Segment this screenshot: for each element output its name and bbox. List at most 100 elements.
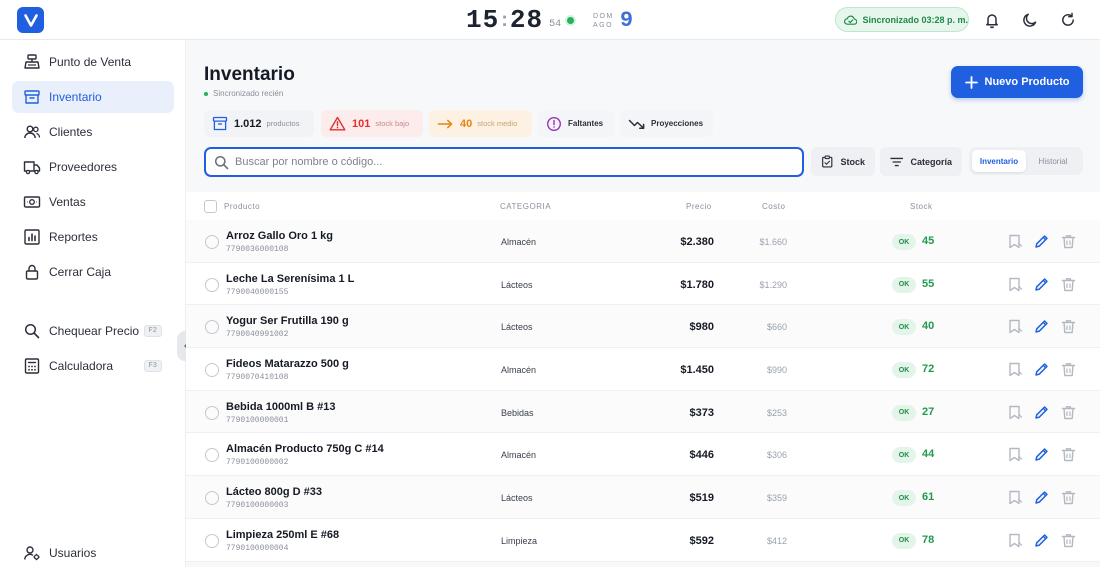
sidebar-item-clientes[interactable]: Clientes xyxy=(12,116,174,148)
search-icon xyxy=(214,155,229,169)
row-select-radio[interactable] xyxy=(205,277,219,292)
stock-status-badge: OK xyxy=(892,404,916,421)
stat-medium-stock[interactable]: 40 stock medio xyxy=(429,110,532,137)
trending-down-icon xyxy=(628,119,645,129)
row-select-radio[interactable] xyxy=(205,363,219,378)
sidebar-item-ventas[interactable]: Ventas xyxy=(12,186,174,218)
sidebar-item-punto-de-venta[interactable]: Punto de Venta xyxy=(12,46,174,78)
row-select-radio[interactable] xyxy=(205,405,219,420)
sync-status-text: Sincronizado 03:28 p. m. xyxy=(862,14,968,25)
stock-status-badge: OK xyxy=(892,319,916,336)
column-category[interactable]: CATEGORIA xyxy=(500,202,552,211)
trash-icon[interactable] xyxy=(1060,489,1077,506)
stat-missing[interactable]: Faltantes xyxy=(538,110,614,137)
sidebar-item-chequear-precio[interactable]: Chequear Precio F2 xyxy=(12,315,174,347)
new-product-button[interactable]: Nuevo Producto xyxy=(951,66,1083,98)
pencil-icon[interactable] xyxy=(1033,318,1050,335)
app-logo[interactable] xyxy=(17,7,44,33)
refresh-icon[interactable] xyxy=(1059,11,1077,29)
product-cost: $306 xyxy=(766,450,787,461)
category-filter-button[interactable]: Categoría xyxy=(880,147,962,176)
sidebar-item-usuarios[interactable]: Usuarios xyxy=(12,537,174,567)
bell-icon[interactable] xyxy=(983,11,1001,29)
stock-filter-button[interactable]: Stock xyxy=(811,147,875,176)
table-row[interactable]: Almacén Producto 750g C #14 779010000000… xyxy=(186,433,1100,477)
pencil-icon[interactable] xyxy=(1033,276,1050,293)
bookmark-icon[interactable] xyxy=(1006,318,1023,335)
product-category: Almacén xyxy=(501,237,537,247)
trash-icon[interactable] xyxy=(1060,446,1077,463)
trash-icon[interactable] xyxy=(1060,361,1077,378)
stat-projections-label: Proyecciones xyxy=(651,119,704,128)
sidebar-item-cerrar-caja[interactable]: Cerrar Caja xyxy=(12,256,174,288)
stock-quantity: 45 xyxy=(922,235,935,247)
bookmark-icon[interactable] xyxy=(1006,233,1023,250)
stat-products[interactable]: 1.012 productos xyxy=(204,110,314,137)
stat-projections[interactable]: Proyecciones xyxy=(620,110,713,137)
shortcut-badge: F3 xyxy=(143,360,162,372)
pencil-icon[interactable] xyxy=(1033,446,1050,463)
table-row[interactable]: Lácteo 800g D #33 7790100000003 Lácteos … xyxy=(186,476,1100,519)
product-cost: $990 xyxy=(766,365,787,376)
sidebar-item-inventario[interactable]: Inventario xyxy=(12,81,174,113)
table-header: Producto CATEGORIA Precio Costo Stock xyxy=(186,192,1100,220)
bookmark-icon[interactable] xyxy=(1006,446,1023,463)
stock-status-badge: OK xyxy=(892,447,916,464)
row-select-radio[interactable] xyxy=(205,320,219,335)
stock-status-badge: OK xyxy=(892,532,916,549)
sidebar-item-label: Ventas xyxy=(49,195,86,209)
sidebar-item-proveedores[interactable]: Proveedores xyxy=(12,151,174,183)
trash-icon[interactable] xyxy=(1060,276,1077,293)
product-cost: $1.290 xyxy=(759,279,787,290)
stat-low-stock[interactable]: 101 stock bajo xyxy=(321,110,423,137)
bookmark-icon[interactable] xyxy=(1006,489,1023,506)
moon-icon[interactable] xyxy=(1021,11,1039,29)
column-product[interactable]: Producto xyxy=(224,202,261,211)
truck-icon xyxy=(23,161,41,175)
trash-icon[interactable] xyxy=(1060,532,1077,549)
bookmark-icon[interactable] xyxy=(1006,532,1023,549)
table-row[interactable]: Arroz Gallo Oro 1 kg 7790036000108 Almac… xyxy=(186,220,1100,263)
sidebar-item-calculadora[interactable]: Calculadora F3 xyxy=(12,350,174,382)
product-name: Arroz Gallo Oro 1 kg xyxy=(226,230,333,242)
pencil-icon[interactable] xyxy=(1033,233,1050,250)
pencil-icon[interactable] xyxy=(1033,532,1050,549)
search-box[interactable] xyxy=(204,147,804,177)
stat-low-label: stock bajo xyxy=(375,119,410,128)
select-all-checkbox[interactable] xyxy=(204,200,217,213)
trash-icon[interactable] xyxy=(1060,233,1077,250)
trash-icon[interactable] xyxy=(1060,318,1077,335)
column-cost[interactable]: Costo xyxy=(762,202,786,211)
table-row[interactable]: Yogur Ser Frutilla 190 g 7790040991002 L… xyxy=(186,305,1100,349)
row-select-radio[interactable] xyxy=(205,491,219,506)
column-price[interactable]: Precio xyxy=(686,202,712,211)
pencil-icon[interactable] xyxy=(1033,361,1050,378)
column-stock[interactable]: Stock xyxy=(910,202,933,211)
product-code: 7790100000001 xyxy=(226,415,289,425)
table-row[interactable]: Leche La Serenísima 1 L 7790040000155 Lá… xyxy=(186,262,1100,306)
row-select-radio[interactable] xyxy=(205,533,219,548)
bookmark-icon[interactable] xyxy=(1006,404,1023,421)
trash-icon[interactable] xyxy=(1060,404,1077,421)
row-select-radio[interactable] xyxy=(205,235,219,249)
sync-status-badge[interactable]: Sincronizado 03:28 p. m. xyxy=(835,7,969,32)
pencil-icon[interactable] xyxy=(1033,489,1050,506)
row-select-radio[interactable] xyxy=(205,448,219,463)
sidebar-item-label: Proveedores xyxy=(49,160,118,174)
pencil-icon[interactable] xyxy=(1033,404,1050,421)
table-row[interactable]: Fideos Matarazzo 500 g 7790070410108 Alm… xyxy=(186,348,1100,391)
table-row[interactable]: Bebida 1000ml B #13 7790100000001 Bebida… xyxy=(186,390,1100,434)
clock-minutes: 28 xyxy=(509,5,544,35)
clock-seconds: 54 xyxy=(549,18,562,30)
clipboard-icon xyxy=(822,155,833,168)
bookmark-icon[interactable] xyxy=(1006,361,1023,378)
product-code: 7790100000004 xyxy=(226,543,289,553)
warning-triangle-icon xyxy=(329,116,346,131)
sidebar-item-reportes[interactable]: Reportes xyxy=(12,221,174,253)
product-price: $592 xyxy=(689,534,714,547)
table-row[interactable]: Limpieza 250ml E #68 7790100000004 Limpi… xyxy=(186,518,1100,562)
tab-historial[interactable]: Historial xyxy=(1038,156,1068,166)
bookmark-icon[interactable] xyxy=(1006,276,1023,293)
search-input[interactable] xyxy=(235,156,775,168)
tab-inventario[interactable]: Inventario xyxy=(972,150,1026,172)
